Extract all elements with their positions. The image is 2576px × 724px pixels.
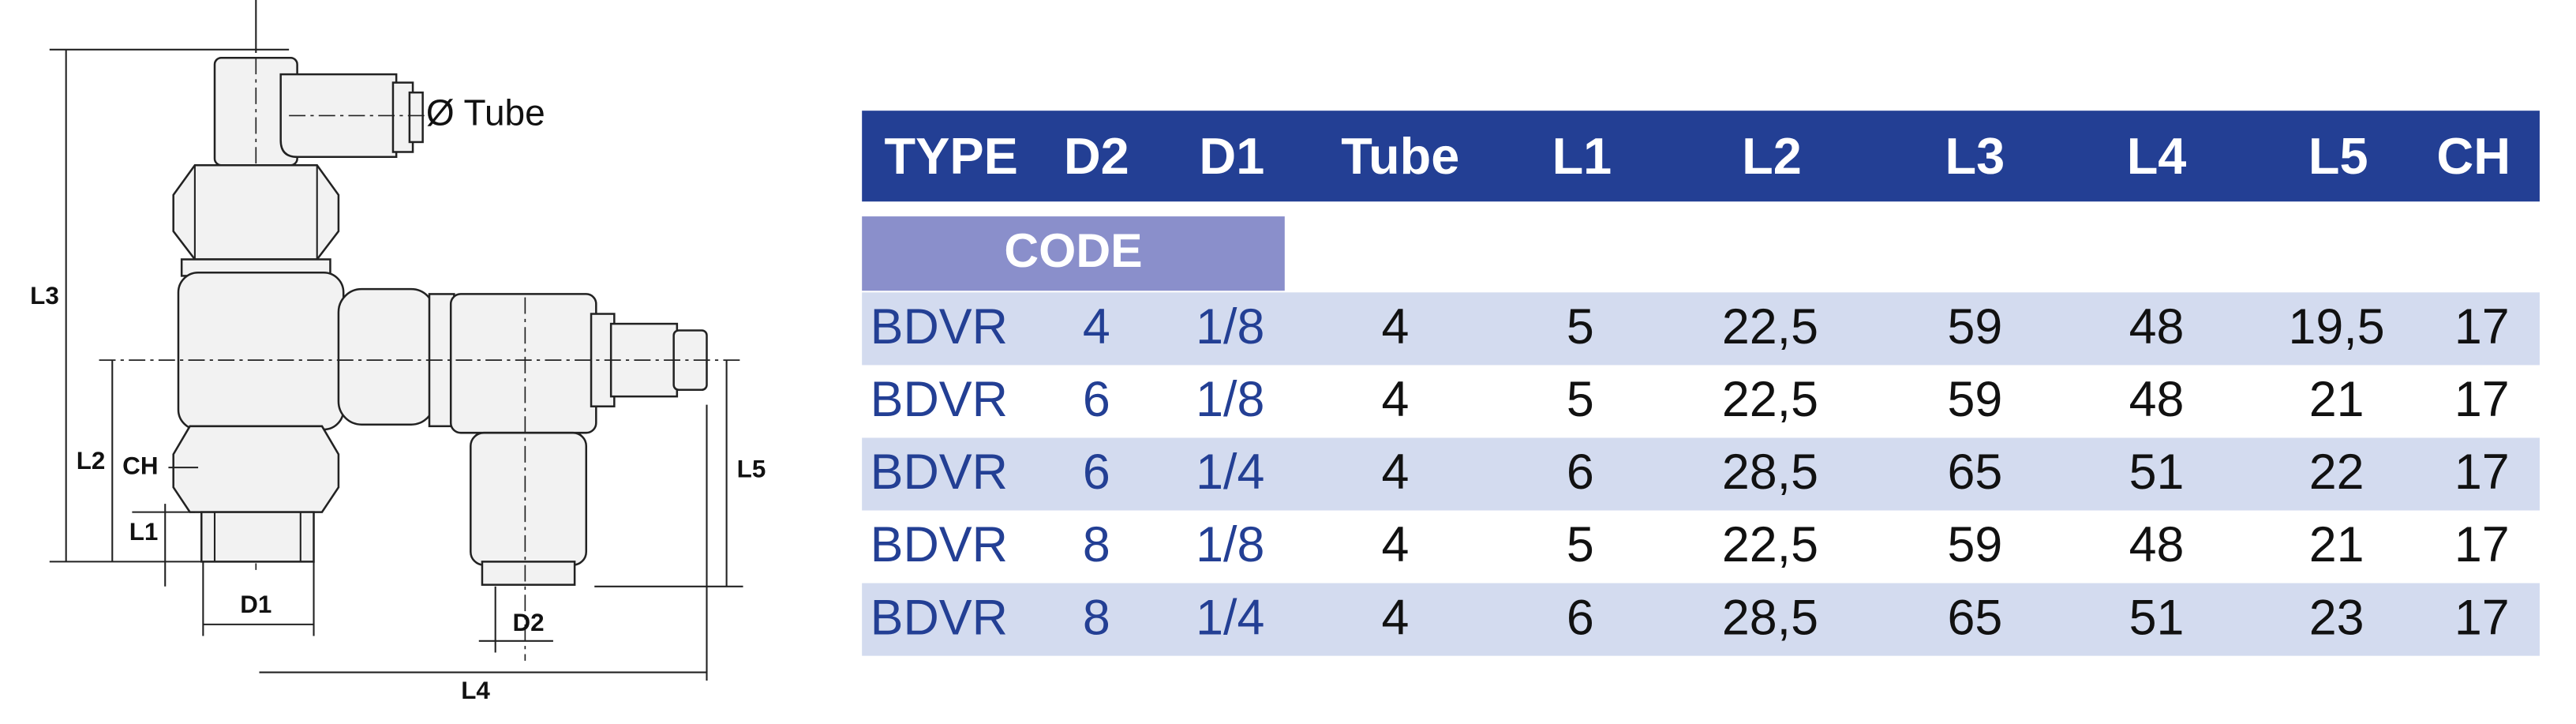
table-cell: 17 xyxy=(2454,299,2510,354)
table-cell: 8 xyxy=(1083,517,1110,572)
table-cell: BDVR xyxy=(871,590,1008,645)
table-cell: 17 xyxy=(2454,590,2510,645)
table-cell: 48 xyxy=(2129,372,2185,427)
table-cell: BDVR xyxy=(871,445,1008,500)
table-cell: 5 xyxy=(1567,372,1594,427)
ch-label: CH xyxy=(122,452,158,479)
table-cell: 4 xyxy=(1083,299,1110,354)
l3-label: L3 xyxy=(30,282,59,309)
table-cell: BDVR xyxy=(871,372,1008,427)
table-cell: 1/4 xyxy=(1196,590,1264,645)
table-cell: 51 xyxy=(2129,590,2185,645)
l1-label: L1 xyxy=(129,518,159,546)
header-bar xyxy=(862,111,2540,202)
fitting-drawing: Ø Tube L3 L2 CH L1 D1 D2 L4 L5 xyxy=(30,0,766,704)
table-cell: 22 xyxy=(2309,445,2364,500)
table-cell: 8 xyxy=(1083,590,1110,645)
dimension-table: TYPE D2 D1 Tube L1 L2 L3 L4 L5 CH CODE BDVR 4 1/8 4 5 22… xyxy=(862,111,2540,656)
row-stripe xyxy=(862,292,2540,366)
table-cell: 22,5 xyxy=(1722,299,1818,354)
table-cell: 22,5 xyxy=(1722,517,1818,572)
code-label: CODE xyxy=(1004,223,1142,277)
table-cell: 65 xyxy=(1947,445,2002,500)
header-cell: L3 xyxy=(1945,127,2005,185)
l2-label: L2 xyxy=(77,447,106,475)
table-cell: 17 xyxy=(2454,517,2510,572)
table-cell: 5 xyxy=(1567,517,1594,572)
table-cell: 28,5 xyxy=(1722,445,1818,500)
table-cell: 6 xyxy=(1083,372,1110,427)
content: Ø Tube L3 L2 CH L1 D1 D2 L4 L5 TYPE D2 D1 T… xyxy=(30,0,2540,704)
header-cell: L2 xyxy=(1742,127,1802,185)
table-cell: 51 xyxy=(2129,445,2185,500)
table-cell: 4 xyxy=(1382,299,1410,354)
header-cell: Tube xyxy=(1341,127,1459,185)
table-cell: 4 xyxy=(1382,445,1410,500)
table-cell: 6 xyxy=(1567,590,1594,645)
table-cell: 59 xyxy=(1947,372,2002,427)
table-cell: 4 xyxy=(1382,372,1410,427)
table-cell: 23 xyxy=(2309,590,2364,645)
header-cell: L5 xyxy=(2308,127,2368,185)
table-cell: 48 xyxy=(2129,299,2185,354)
l4-label: L4 xyxy=(461,677,490,704)
table-cell: 59 xyxy=(1947,517,2002,572)
code-bar xyxy=(862,216,1285,291)
table-cell: 1/4 xyxy=(1196,445,1264,500)
table-cell: 28,5 xyxy=(1722,590,1818,645)
header-cell: D1 xyxy=(1199,127,1264,185)
table-cell: 19,5 xyxy=(2289,299,2385,354)
table-cell: 5 xyxy=(1567,299,1594,354)
table-cell: 17 xyxy=(2454,372,2510,427)
d1-label: D1 xyxy=(240,591,271,618)
header-cell: TYPE xyxy=(884,127,1017,185)
header-cell: L1 xyxy=(1552,127,1612,185)
header-cell: D2 xyxy=(1064,127,1129,185)
table-cell: 22,5 xyxy=(1722,372,1818,427)
table-cell: 65 xyxy=(1947,590,2002,645)
tube-label: Ø Tube xyxy=(426,92,545,133)
table-cell: BDVR xyxy=(871,299,1008,354)
table-cell: 4 xyxy=(1382,517,1410,572)
table-cell: 48 xyxy=(2129,517,2185,572)
table-cell: 4 xyxy=(1382,590,1410,645)
header-cell: L4 xyxy=(2127,127,2187,185)
table-cell: 6 xyxy=(1567,445,1594,500)
table-cell: 59 xyxy=(1947,299,2002,354)
table-cell: 21 xyxy=(2309,372,2364,427)
table-cell: 6 xyxy=(1083,445,1110,500)
header-cell: CH xyxy=(2436,127,2510,185)
table-cell: 21 xyxy=(2309,517,2364,572)
l5-label: L5 xyxy=(737,456,766,483)
table-cell: 1/8 xyxy=(1196,299,1264,354)
row-stripe xyxy=(862,583,2540,656)
table-cell: 17 xyxy=(2454,445,2510,500)
d2-label: D2 xyxy=(512,609,544,636)
table-cell: 1/8 xyxy=(1196,372,1264,427)
table-cell: 1/8 xyxy=(1196,517,1264,572)
table-cell: BDVR xyxy=(871,517,1008,572)
row-stripe xyxy=(862,437,2540,511)
